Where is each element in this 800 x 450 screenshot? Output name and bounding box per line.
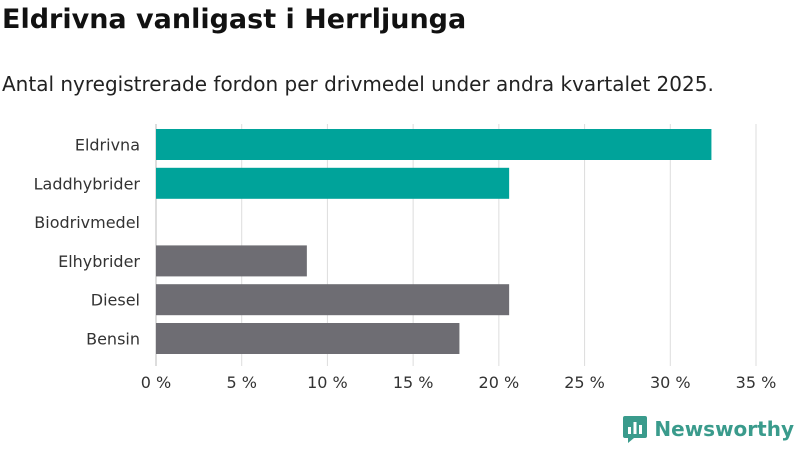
category-label-laddhybrider: Laddhybrider <box>34 174 141 193</box>
bar-eldrivna <box>156 129 712 160</box>
bar-laddhybrider <box>156 167 510 199</box>
x-tick-label-20: 20 % <box>479 373 520 392</box>
category-label-eldrivna: Eldrivna <box>75 136 140 155</box>
x-tick-label-0: 0 % <box>141 373 171 392</box>
bar-elhybrider <box>156 245 307 277</box>
bar-diesel <box>156 284 510 316</box>
brand-name: Newsworthy <box>654 417 794 441</box>
chart-subtitle: Antal nyregistrerade fordon per drivmede… <box>2 72 714 96</box>
bar-chart-speech-bubble-icon <box>623 416 648 443</box>
x-tick-label-15: 15 % <box>393 373 434 392</box>
chart-title: Eldrivna vanligast i Herrljunga <box>2 4 467 35</box>
bar-bensin <box>156 323 460 354</box>
category-label-diesel: Diesel <box>91 291 140 310</box>
x-tick-label-10: 10 % <box>307 373 348 392</box>
brand-logo: Newsworthy <box>622 414 794 444</box>
category-label-bensin: Bensin <box>86 330 140 349</box>
category-label-elhybrider: Elhybrider <box>58 252 140 271</box>
category-label-biodrivmedel: Biodrivmedel <box>34 213 140 232</box>
x-tick-label-25: 25 % <box>564 373 605 392</box>
x-axis-tick-labels: 0 % 5 % 10 % 15 % 20 % 25 % 30 % 35 % <box>141 373 777 392</box>
x-tick-label-35: 35 % <box>736 373 777 392</box>
x-tick-label-30: 30 % <box>650 373 691 392</box>
bars <box>156 129 712 354</box>
x-tick-label-5: 5 % <box>226 373 256 392</box>
category-labels: Eldrivna Laddhybrider Biodrivmedel Elhybrid… <box>34 136 141 349</box>
